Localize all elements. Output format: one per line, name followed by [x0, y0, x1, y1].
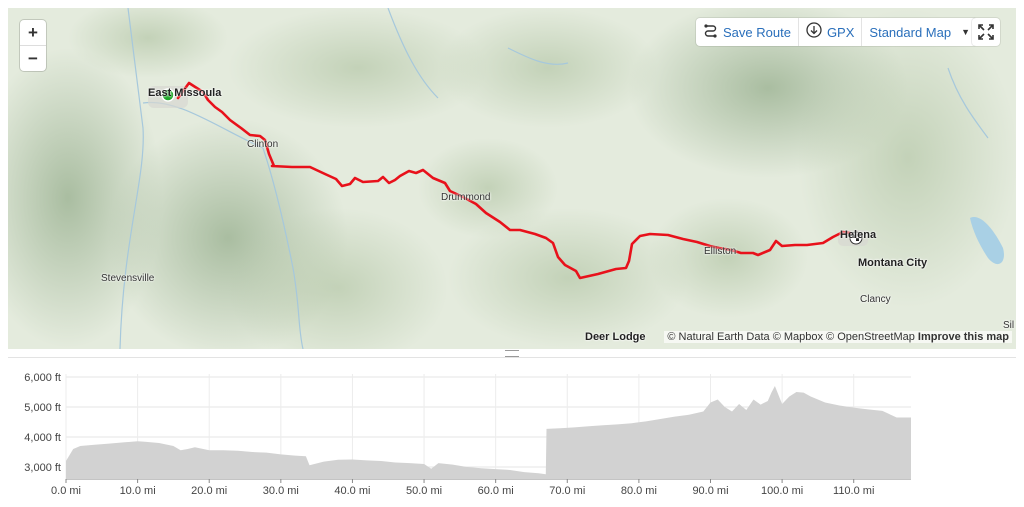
place-montana-city: Montana City — [858, 257, 928, 269]
map-toolbar: Save Route GPX Standard Map ▼ — [696, 18, 977, 46]
route-line — [176, 81, 858, 280]
place-stevensville: Stevensville — [101, 273, 155, 284]
caret-down-icon: ▼ — [961, 27, 970, 37]
place-drummond: Drummond — [441, 192, 491, 203]
start-marker[interactable] — [161, 88, 175, 102]
save-route-button[interactable]: Save Route — [696, 18, 798, 46]
attribution-text: © Natural Earth Data © Mapbox © OpenStre… — [667, 331, 915, 343]
fullscreen-icon — [978, 23, 994, 40]
rivers — [119, 8, 989, 349]
x-tick-label: 0.0 mi — [51, 485, 81, 497]
x-tick-label: 20.0 mi — [191, 485, 227, 497]
x-tick-label: 50.0 mi — [406, 485, 442, 497]
map-style-dropdown[interactable]: Standard Map ▼ — [861, 18, 977, 46]
y-tick-label: 4,000 ft — [24, 432, 61, 444]
route-map[interactable]: East Missoula Clinton Drummond Stevensvi… — [8, 8, 1016, 349]
x-tick-label: 100.0 mi — [761, 485, 803, 497]
x-axis-ticks: 0.0 mi 10.0 mi 20.0 mi 30.0 mi 40.0 mi 50.0 m… — [51, 479, 874, 497]
place-deer-lodge: Deer Lodge — [585, 331, 646, 343]
place-elliston: Elliston — [704, 246, 737, 257]
place-clancy: Clancy — [860, 294, 891, 305]
resize-handle[interactable] — [505, 350, 519, 357]
map-canvas[interactable] — [8, 8, 1016, 349]
download-icon — [806, 22, 822, 42]
save-route-label: Save Route — [723, 24, 791, 40]
fullscreen-button[interactable] — [972, 18, 1000, 46]
x-tick-label: 110.0 mi — [833, 485, 874, 497]
x-tick-label: 90.0 mi — [692, 485, 728, 497]
zoom-out-button[interactable]: − — [20, 45, 46, 71]
place-helena: Helena — [840, 229, 877, 241]
x-tick-label: 80.0 mi — [621, 485, 657, 497]
route-icon — [703, 23, 718, 42]
zoom-control: + − — [20, 20, 46, 71]
y-tick-label: 3,000 ft — [24, 462, 61, 474]
x-tick-label: 30.0 mi — [263, 485, 299, 497]
y-tick-label: 5,000 ft — [24, 402, 61, 414]
elevation-area — [66, 386, 911, 479]
elevation-chart[interactable]: 3,000 ft 4,000 ft 5,000 ft 6,000 ft 0.0 mi 1… — [0, 362, 1024, 507]
zoom-in-button[interactable]: + — [28, 23, 38, 42]
panel-divider — [8, 357, 1016, 358]
place-east-missoula: East Missoula — [148, 87, 222, 99]
x-tick-label: 10.0 mi — [120, 485, 156, 497]
gpx-label: GPX — [826, 24, 855, 40]
y-tick-label: 6,000 ft — [24, 372, 61, 384]
x-tick-label: 60.0 mi — [478, 485, 514, 497]
gpx-button[interactable]: GPX — [797, 18, 861, 46]
place-clinton: Clinton — [247, 139, 279, 150]
x-tick-label: 40.0 mi — [334, 485, 370, 497]
lake — [970, 217, 1004, 265]
finish-flag-icon[interactable] — [849, 231, 863, 245]
y-axis-ticks: 3,000 ft 4,000 ft 5,000 ft 6,000 ft — [24, 372, 61, 474]
improve-map-link[interactable]: Improve this map — [917, 331, 1009, 343]
x-tick-label: 70.0 mi — [549, 485, 585, 497]
map-style-label: Standard Map — [869, 24, 952, 40]
map-attribution: © Natural Earth Data © Mapbox © OpenStre… — [664, 331, 1012, 343]
place-sil: Sil — [1003, 320, 1015, 331]
